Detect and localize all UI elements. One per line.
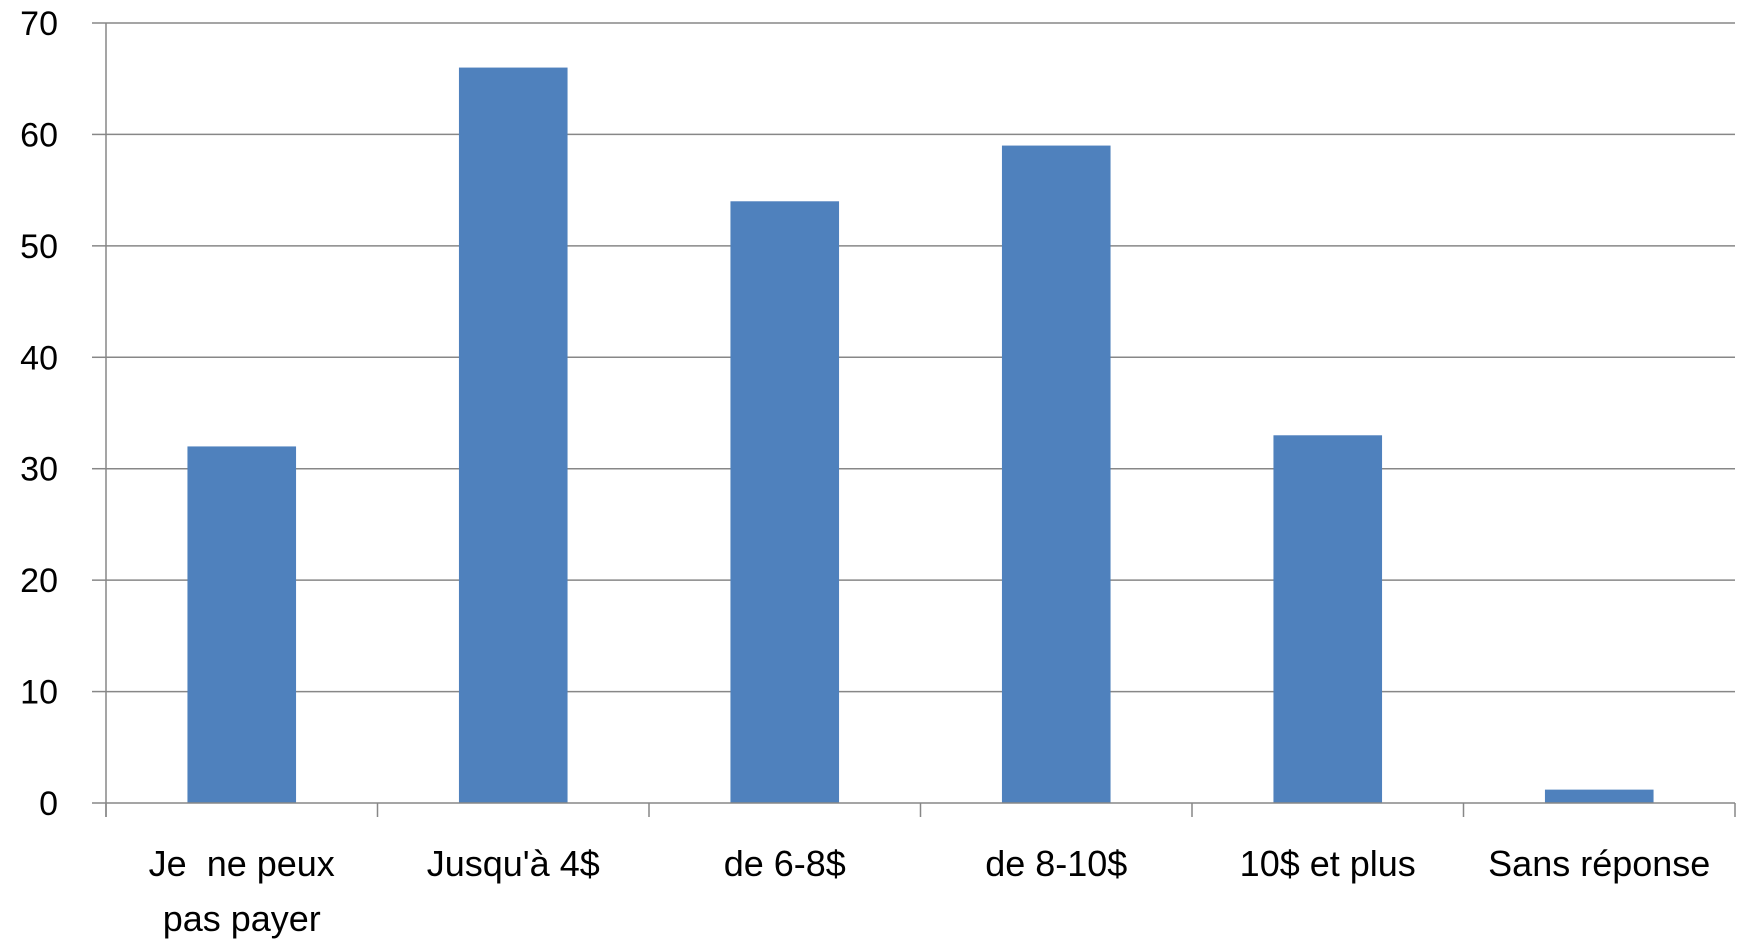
x-tick-labels: Je ne peux pas payer Jusqu'à 4$ de 6-8$ de 8…: [149, 843, 1711, 939]
bar: [1273, 435, 1383, 803]
x-tick-label-line: Sans réponse: [1488, 843, 1710, 884]
x-tick-label-line: Je ne peux: [149, 843, 335, 884]
x-tick-label: 10$ et plus: [1240, 843, 1416, 884]
x-tick-label-line: de 8-10$: [985, 843, 1127, 884]
bar: [187, 446, 297, 803]
y-tick-label: 20: [20, 562, 58, 600]
y-tick-label: 50: [20, 228, 58, 266]
x-tick-label: Jusqu'à 4$: [427, 843, 600, 884]
x-tick-label-line: 10$ et plus: [1240, 843, 1416, 884]
x-tick-label-line: de 6-8$: [724, 843, 846, 884]
y-tick-label: 60: [20, 116, 58, 154]
y-tick-label: 10: [20, 674, 58, 712]
x-tick-label: Sans réponse: [1488, 843, 1710, 884]
x-tick-label: de 6-8$: [724, 843, 846, 884]
y-tick-label: 30: [20, 451, 58, 489]
bar: [730, 201, 840, 804]
y-tick-label: 70: [20, 5, 58, 43]
gridlines: [106, 22, 1735, 693]
bar: [458, 67, 568, 804]
x-tick-label: Je ne peux pas payer: [149, 843, 335, 939]
x-tick-label-line: pas payer: [163, 898, 321, 939]
y-tick-label: 40: [20, 339, 58, 377]
bar: [1001, 145, 1111, 804]
y-tick-label: 0: [39, 785, 58, 823]
bars: [187, 67, 1654, 804]
x-tick-label: de 8-10$: [985, 843, 1127, 884]
y-tick-labels: 0 10 20 30 40 50 60 70: [20, 5, 58, 823]
axes: [92, 22, 1736, 817]
x-tick-label-line: Jusqu'à 4$: [427, 843, 600, 884]
bar: [1544, 789, 1654, 803]
